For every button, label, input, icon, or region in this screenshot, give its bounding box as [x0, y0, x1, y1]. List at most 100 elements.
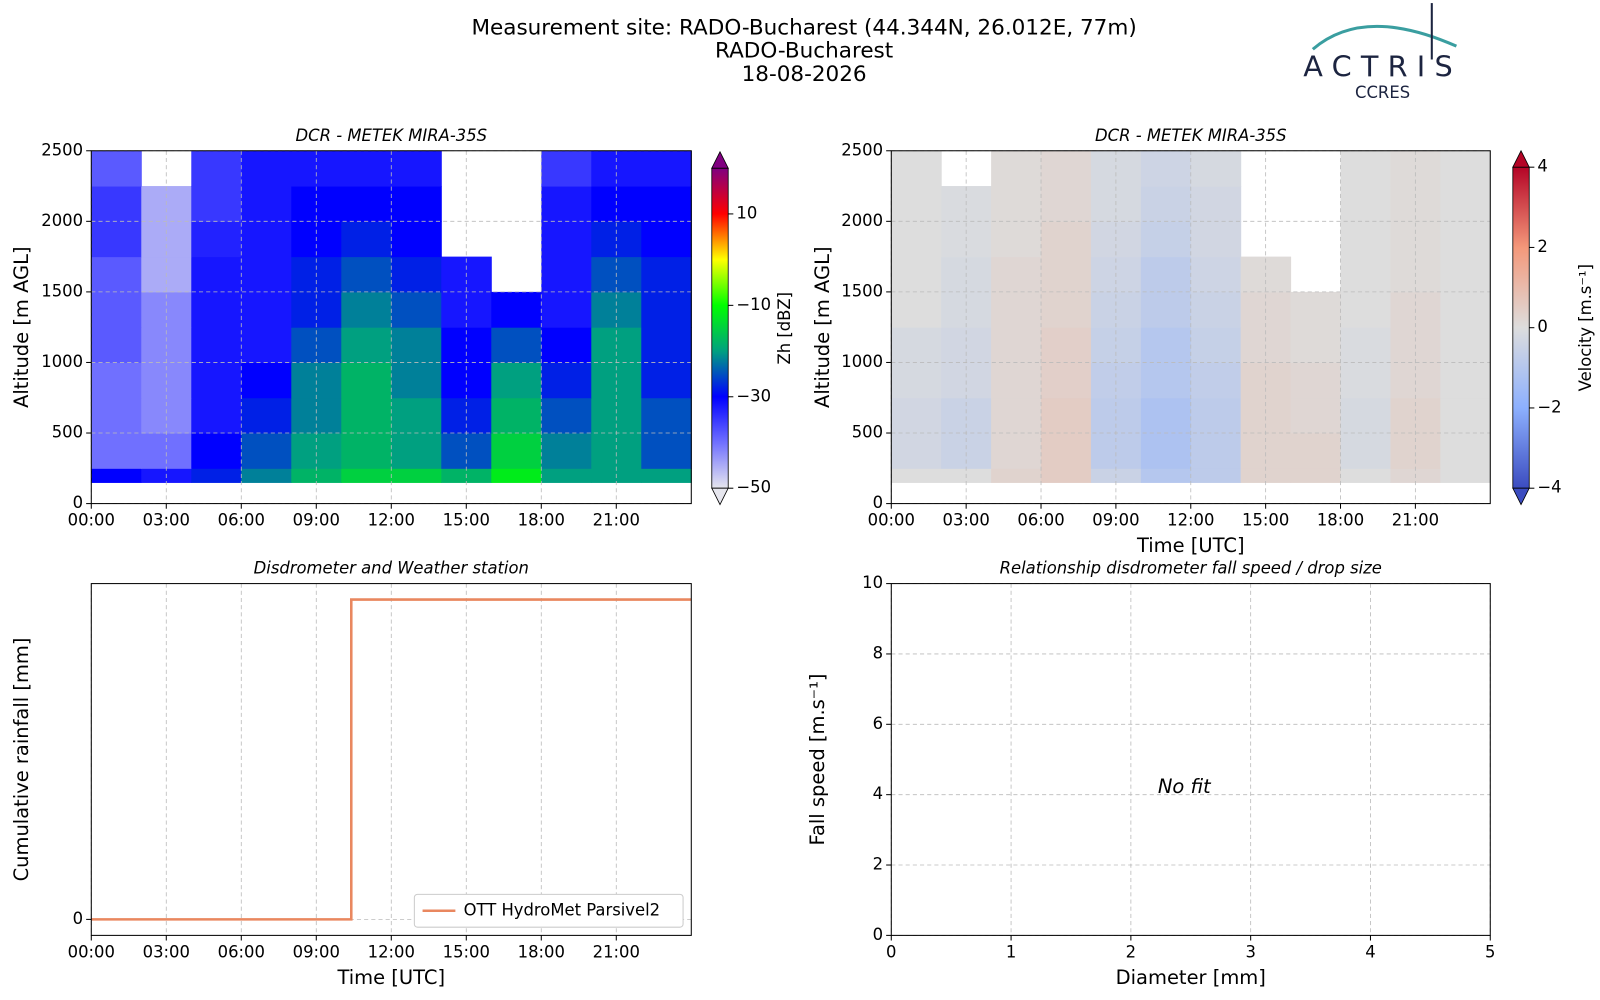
heatmap-cell [241, 186, 292, 222]
colorbar-label: Zh [dBZ] [775, 292, 794, 365]
colorbar-tick-label: 0 [1537, 317, 1547, 336]
x-tick-label: 00:00 [868, 511, 915, 530]
heatmap-cell [1041, 468, 1092, 483]
heatmap-cell [341, 186, 392, 222]
colorbar-extend-bottom [1512, 487, 1530, 506]
y-tick-label: 500 [852, 423, 883, 442]
heatmap-cell [541, 468, 592, 483]
heatmap-cell [191, 256, 242, 293]
colorbar-tick-label: 10 [736, 203, 757, 222]
heatmap-cell [191, 186, 242, 222]
logo-name: ACTRIS [1303, 50, 1462, 84]
heatmap-cell [1140, 256, 1192, 293]
heatmap-cell [1340, 291, 1391, 328]
y-tick-label: 1500 [841, 281, 883, 300]
x-axis-label: Time [UTC] [1136, 534, 1245, 557]
heatmap-cell [641, 291, 692, 328]
heatmap-cell [91, 221, 142, 258]
heatmap-cell [991, 186, 1042, 222]
heatmap-cell [1340, 327, 1391, 363]
x-tick-label: 3 [1245, 942, 1255, 961]
heatmap-cell [1440, 291, 1491, 328]
colorbar-tick-label: −2 [1537, 397, 1561, 416]
panel-title: DCR - METEK MIRA-35S [296, 126, 488, 145]
heatmap-cell [491, 468, 542, 483]
heatmap-cell [491, 362, 542, 399]
colorbar-tick-label: 2 [1537, 237, 1547, 256]
colorbar-extend-bottom [711, 487, 729, 506]
x-axis-label: Diameter [mm] [1116, 966, 1266, 989]
heatmap-cell [1140, 362, 1192, 399]
x-tick-label: 18:00 [1317, 511, 1364, 530]
legend-box [413, 893, 684, 928]
heatmap-cell [1290, 397, 1342, 434]
heatmap-cell [341, 291, 392, 328]
colorbar-tick-label: −50 [736, 478, 771, 497]
heatmap-cell [1140, 221, 1192, 258]
heatmap-cell [891, 186, 942, 222]
x-tick-label: 09:00 [293, 942, 340, 961]
colorbar-tick-label: −4 [1537, 478, 1561, 497]
y-tick-label: 0 [73, 493, 83, 512]
y-tick-label: 1500 [41, 281, 83, 300]
heatmap-cell [1340, 150, 1391, 187]
heatmap-cell [1190, 291, 1242, 328]
logo: ACTRIS CCRES [1303, 3, 1462, 102]
heatmap-cell [241, 397, 292, 434]
heatmap-cell [641, 186, 692, 222]
heatmap-cell [1290, 468, 1342, 483]
heatmap-cell [1190, 186, 1242, 222]
heatmap-cell [1041, 186, 1092, 222]
heatmap-cell [391, 468, 442, 483]
x-tick-label: 03:00 [143, 511, 190, 530]
heatmap-cell [641, 397, 692, 434]
colorbar-tick-label: 4 [1537, 157, 1547, 176]
heatmap-cell [1041, 327, 1092, 363]
y-tick-label: 8 [873, 643, 883, 662]
heatmap-cell [91, 256, 142, 293]
y-tick-label: 0 [73, 909, 83, 928]
y-tick-label: 0 [873, 925, 883, 944]
heatmap-cell [641, 433, 692, 469]
heatmap-cell [341, 327, 392, 363]
heatmap-cell [1440, 327, 1491, 363]
x-tick-label: 21:00 [593, 511, 640, 530]
heatmap-cell [541, 433, 592, 469]
heatmap-cell [1190, 221, 1242, 258]
heatmap-cell [191, 291, 242, 328]
panel-title: Relationship disdrometer fall speed / dr… [1000, 559, 1382, 578]
y-tick-label: 6 [873, 714, 883, 733]
x-tick-label: 15:00 [1242, 511, 1289, 530]
heatmap-cell [541, 291, 592, 328]
heatmap-cell [991, 468, 1042, 483]
heatmap-cell [641, 221, 692, 258]
heatmap-cell [241, 433, 292, 469]
x-tick-label: 09:00 [1092, 511, 1139, 530]
heatmap-cell [1140, 327, 1192, 363]
heatmap-cell [991, 433, 1042, 469]
heatmap-cell [541, 397, 592, 434]
heatmap-cell [991, 327, 1042, 363]
heatmap-cell [1041, 362, 1092, 399]
heatmap-cell [1340, 397, 1391, 434]
x-tick-label: 00:00 [68, 511, 115, 530]
x-tick-label: 00:00 [68, 942, 115, 961]
panel-title: Disdrometer and Weather station [254, 559, 529, 578]
x-tick-label: 18:00 [518, 511, 565, 530]
heatmap-cell [241, 291, 292, 328]
heatmap-cell [891, 468, 942, 483]
x-tick-label: 18:00 [518, 942, 565, 961]
y-tick-label: 500 [52, 423, 83, 442]
heatmap-cell [991, 397, 1042, 434]
x-tick-label: 1 [1006, 942, 1016, 961]
heatmap-cell [341, 468, 392, 483]
heatmap-cell [241, 327, 292, 363]
x-axis-label: Time [UTC] [336, 966, 445, 989]
heatmap-cell [91, 291, 142, 328]
heatmap-cell [391, 327, 442, 363]
heatmap-cell [241, 150, 292, 187]
annotation: No fit [1158, 775, 1212, 798]
heatmap-cell [541, 150, 592, 187]
heatmap-cell [1041, 397, 1092, 434]
